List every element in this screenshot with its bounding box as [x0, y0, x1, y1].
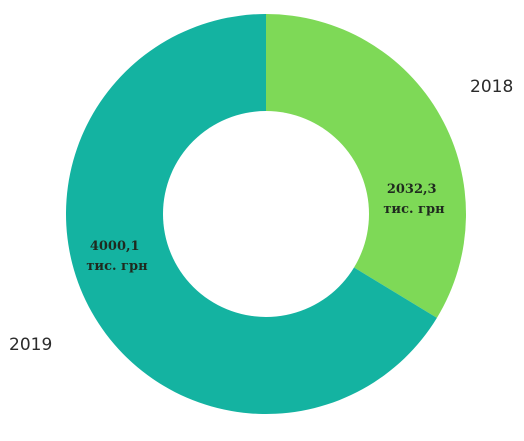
data-label-2018: 2032,3 тис. грн: [383, 182, 445, 217]
data-label-2019: 4000,1 тис. грн: [86, 239, 148, 274]
category-label-2019: 2019: [9, 335, 52, 355]
category-label-2018: 2018: [470, 77, 513, 97]
data-label-2018-value: 2032,3: [387, 182, 437, 197]
data-label-2018-unit: тис. грн: [383, 202, 445, 217]
data-label-2019-unit: тис. грн: [86, 259, 148, 274]
donut-hole: [163, 111, 369, 317]
data-label-2019-value: 4000,1: [90, 239, 140, 254]
